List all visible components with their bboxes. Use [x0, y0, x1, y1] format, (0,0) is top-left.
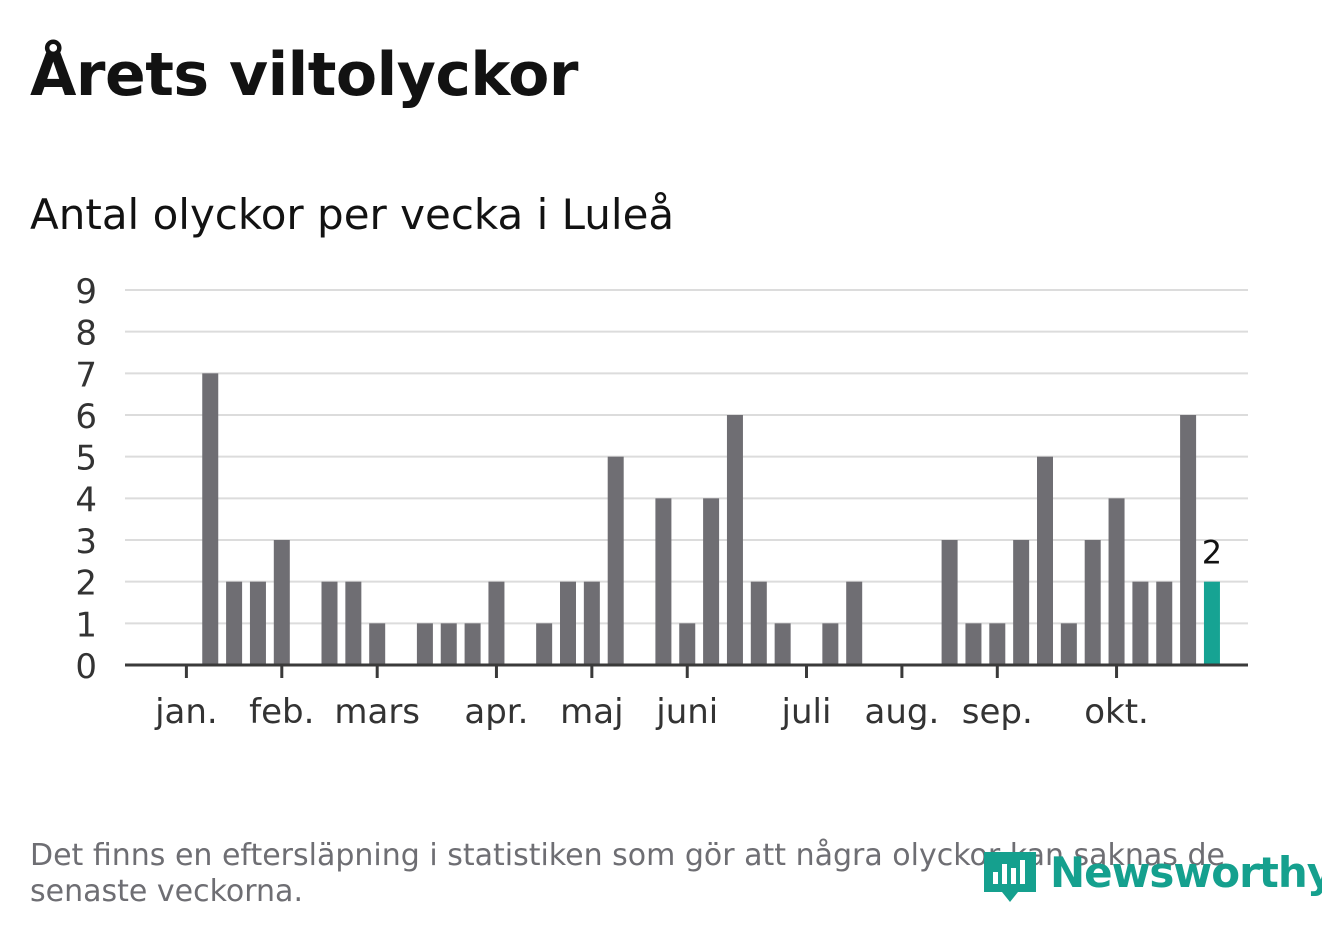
x-tick-label: aug.	[865, 692, 940, 732]
y-tick-label: 9	[75, 272, 97, 312]
bar-data-label: 2	[1202, 534, 1222, 572]
bar	[703, 498, 720, 665]
bar	[321, 581, 338, 665]
bar	[846, 581, 863, 665]
bar	[1132, 581, 1149, 665]
x-tick-label: juni	[655, 692, 718, 732]
bar	[941, 540, 958, 665]
x-tick-label: feb.	[249, 692, 314, 732]
bar	[583, 581, 600, 665]
bar	[965, 623, 982, 665]
bar	[607, 456, 624, 665]
y-tick-label: 5	[75, 439, 97, 479]
x-tick-label: mars	[334, 692, 420, 732]
newsworthy-logo: Newsworthy	[980, 846, 1322, 916]
bar	[273, 540, 290, 665]
bar	[464, 623, 481, 665]
bar	[822, 623, 839, 665]
bar	[416, 623, 433, 665]
y-tick-label: 4	[75, 480, 97, 520]
newsworthy-logo-text: Newsworthy	[1050, 848, 1322, 897]
bar	[369, 623, 386, 665]
bars: 2	[202, 373, 1222, 665]
bar	[226, 581, 243, 665]
bar-highlight	[1203, 581, 1220, 665]
bar	[774, 623, 791, 665]
bar	[655, 498, 672, 665]
bar	[1156, 581, 1173, 665]
bar	[726, 415, 743, 665]
y-tick-label: 8	[75, 314, 97, 354]
chart-title: Årets viltolyckor	[30, 40, 579, 110]
bar	[345, 581, 362, 665]
chart-subtitle: Antal olyckor per vecka i Luleå	[30, 190, 675, 239]
bar	[440, 623, 457, 665]
y-tick-label: 6	[75, 397, 97, 437]
x-tick-label: okt.	[1084, 692, 1149, 732]
y-tick-label: 2	[75, 564, 97, 604]
y-tick-label: 3	[75, 522, 97, 562]
bar	[1013, 540, 1030, 665]
bar	[1108, 498, 1125, 665]
newsworthy-logo-icon	[984, 852, 1036, 902]
bar	[560, 581, 576, 665]
x-tick-label: apr.	[464, 692, 528, 732]
bar	[989, 623, 1006, 665]
gridlines	[125, 289, 1248, 625]
x-tick-label: jan.	[154, 692, 218, 732]
bar	[488, 581, 505, 665]
bar	[1037, 456, 1053, 665]
bar	[679, 623, 696, 665]
x-tick-label: juli	[781, 692, 832, 732]
bar	[1060, 623, 1077, 665]
x-tick-label: maj	[560, 692, 623, 732]
bar	[1180, 415, 1197, 665]
x-axis: jan. feb. mars apr. maj juni juli aug. sep. okt.	[125, 663, 1248, 732]
bar	[750, 581, 767, 665]
bar	[249, 581, 266, 665]
y-tick-label: 1	[75, 605, 97, 645]
y-tick-label: 0	[75, 647, 97, 687]
bar	[536, 623, 553, 665]
bar	[1084, 540, 1101, 665]
x-tick-label: sep.	[962, 692, 1033, 732]
y-tick-label: 7	[75, 355, 97, 395]
bar	[202, 373, 219, 665]
